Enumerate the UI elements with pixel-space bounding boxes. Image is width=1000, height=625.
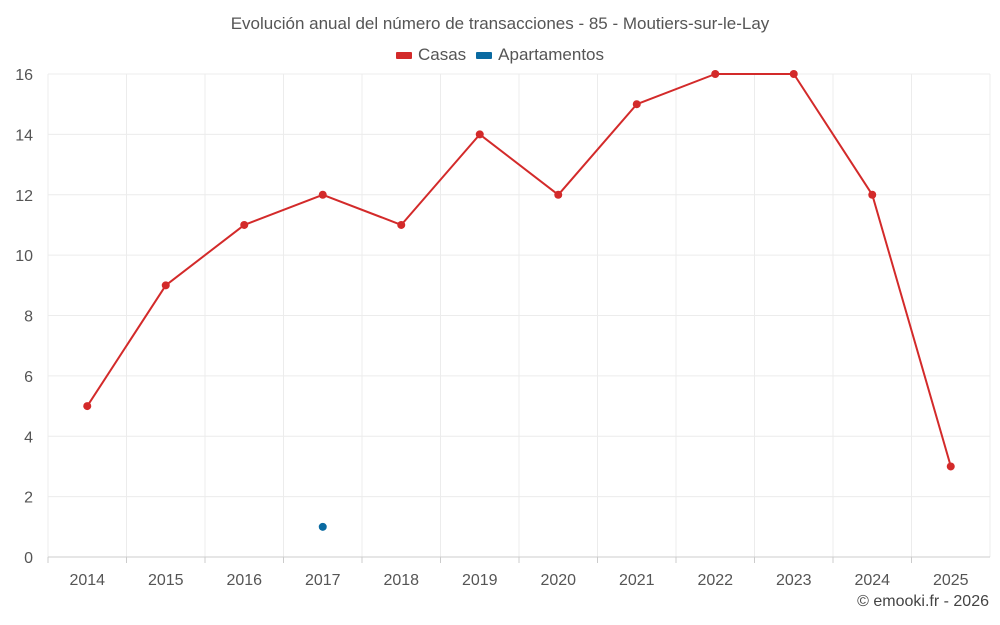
- data-point-apartamentos-2017[interactable]: [318, 522, 327, 531]
- x-tick-label: 2021: [619, 572, 655, 589]
- data-point-casas-2017[interactable]: [318, 190, 327, 199]
- y-tick-label: 8: [24, 309, 33, 326]
- x-tick-label: 2015: [148, 572, 184, 589]
- legend: Casas Apartamentos: [0, 45, 1000, 65]
- y-tick-label: 14: [15, 127, 33, 144]
- data-point-casas-2020[interactable]: [554, 190, 563, 199]
- legend-item-apartamentos[interactable]: Apartamentos: [476, 45, 604, 65]
- data-point-casas-2025[interactable]: [946, 462, 955, 471]
- y-tick-label: 2: [24, 490, 33, 507]
- data-point-casas-2021[interactable]: [632, 100, 641, 109]
- data-point-casas-2015[interactable]: [161, 281, 170, 290]
- x-tick-label: 2017: [305, 572, 341, 589]
- y-tick-label: 4: [24, 429, 33, 446]
- x-tick-label: 2016: [226, 572, 262, 589]
- credit: © emooki.fr - 2026: [857, 593, 989, 610]
- x-tick-label: 2022: [697, 572, 733, 589]
- data-point-casas-2023[interactable]: [789, 70, 798, 78]
- data-point-casas-2018[interactable]: [397, 220, 406, 229]
- legend-swatch-casas: [395, 51, 412, 59]
- y-tick-label: 12: [15, 188, 33, 205]
- data-point-casas-2024[interactable]: [868, 190, 877, 199]
- y-tick-label: 0: [24, 550, 33, 567]
- x-tick-label: 2018: [383, 572, 419, 589]
- y-tick-label: 10: [15, 248, 33, 265]
- legend-label-casas: Casas: [417, 45, 467, 64]
- x-tick-label: 2025: [933, 572, 969, 589]
- x-tick-label: 2014: [69, 572, 105, 589]
- data-point-casas-2016[interactable]: [240, 220, 249, 229]
- legend-label-apartamentos: Apartamentos: [498, 45, 605, 64]
- y-tick-label: 6: [24, 369, 33, 386]
- chart-title: Evolución anual del número de transaccio…: [230, 14, 770, 33]
- data-point-casas-2014[interactable]: [83, 402, 92, 411]
- y-tick-label: 16: [15, 67, 33, 84]
- legend-item-casas[interactable]: Casas: [395, 45, 467, 65]
- x-tick-label: 2019: [462, 572, 498, 589]
- data-point-casas-2022[interactable]: [711, 70, 720, 78]
- x-tick-label: 2023: [776, 572, 812, 589]
- series-line-casas: [86, 73, 952, 467]
- x-tick-label: 2020: [540, 572, 576, 589]
- legend-swatch-apartamentos: [476, 51, 493, 59]
- data-point-casas-2019[interactable]: [475, 130, 484, 139]
- x-tick-label: 2024: [854, 572, 890, 589]
